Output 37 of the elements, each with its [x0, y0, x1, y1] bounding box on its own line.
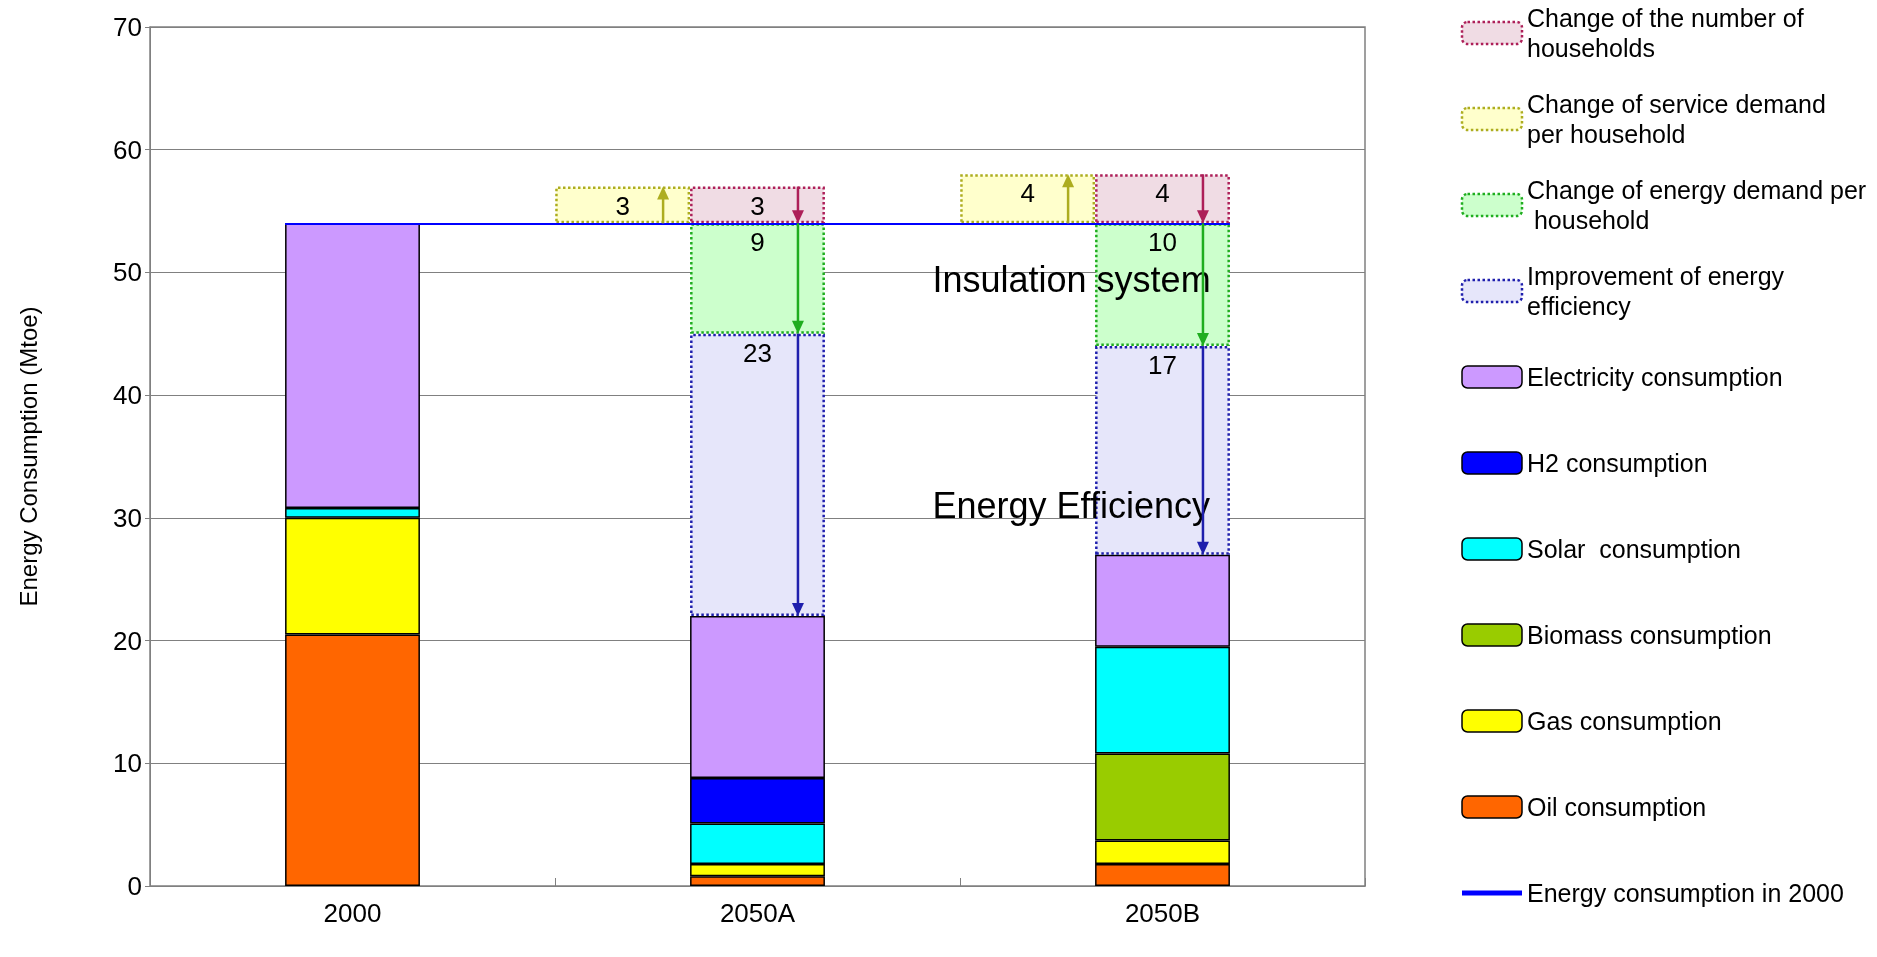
legend-label: Change of energy demand per household [1527, 176, 1867, 234]
legend-label: Change of the number of households [1527, 4, 1811, 62]
y-axis-title: Energy Consumption (Mtoe) [14, 306, 42, 607]
bar [690, 186, 825, 224]
y-tick-label: 30 [113, 502, 142, 533]
legend-label: Change of service demand per household [1527, 90, 1833, 148]
legend-label: Improvement of energy efficiency [1527, 262, 1792, 320]
data-label: 3 [615, 190, 630, 221]
legend-label: Biomass consumption [1527, 621, 1772, 649]
data-label: 23 [743, 337, 772, 368]
data-label: 4 [1020, 178, 1035, 209]
x-tick-label: 2050A [719, 898, 796, 928]
data-label: 10 [1148, 227, 1177, 258]
bar [690, 333, 825, 617]
data-label: 9 [750, 227, 765, 258]
data-label: 3 [750, 190, 765, 221]
y-tick-label: 40 [113, 380, 142, 411]
y-tick-label: 50 [113, 257, 142, 288]
legend-label: Energy consumption in 2000 [1527, 879, 1844, 907]
legend-label: Solar consumption [1527, 535, 1742, 563]
legend-label: Oil consumption [1527, 793, 1707, 821]
bar [960, 174, 1096, 224]
legend-label: Gas consumption [1527, 707, 1722, 735]
y-tick-label: 20 [113, 625, 142, 656]
legend-label: H2 consumption [1527, 449, 1708, 477]
y-tick-label: 70 [113, 12, 142, 42]
bar [690, 223, 825, 334]
data-label: 17 [1148, 350, 1177, 381]
x-tick-label: 2000 [323, 898, 382, 928]
y-tick-label: 10 [113, 748, 142, 779]
bar [1095, 174, 1230, 224]
legend-label: Electricity consumption [1527, 363, 1783, 391]
y-tick-label: 0 [127, 871, 142, 901]
y-tick-label: 60 [113, 134, 142, 165]
data-label: 4 [1155, 178, 1170, 209]
bar [555, 186, 691, 224]
x-tick-label: 2050B [1124, 898, 1201, 928]
